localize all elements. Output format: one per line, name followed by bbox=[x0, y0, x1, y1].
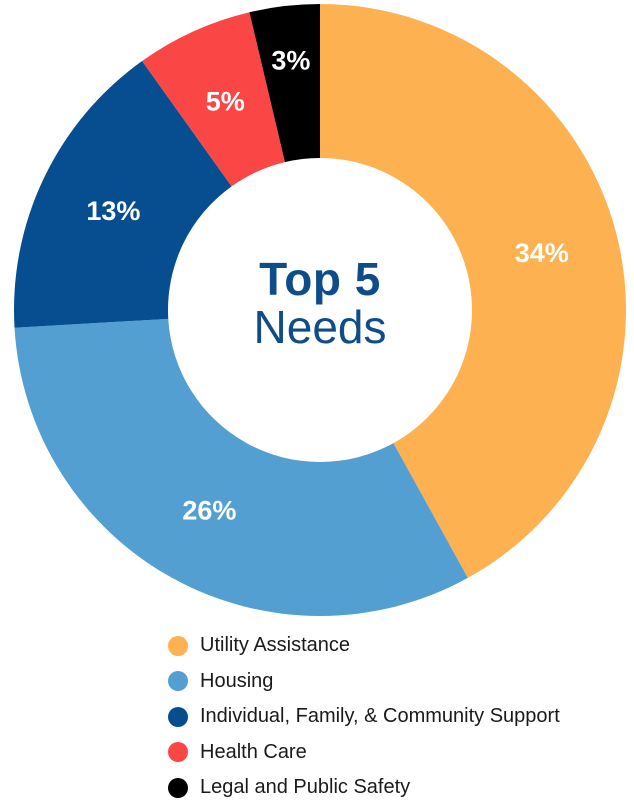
slice-housing bbox=[14, 318, 468, 616]
slice-individual-family-community-support bbox=[13, 61, 232, 328]
slice-labels-group: 34% 26% 13% 5% 3% bbox=[86, 46, 568, 526]
slice-health-care bbox=[142, 12, 285, 187]
slice-legal-public-safety bbox=[249, 4, 320, 163]
legend-label: Utility Assistance bbox=[200, 634, 351, 657]
slice-label-utility-assistance: 34% bbox=[515, 238, 569, 268]
legend-dot-icon bbox=[168, 742, 188, 763]
legend-dot-icon bbox=[168, 671, 188, 692]
slices-group bbox=[13, 4, 627, 616]
donut-chart-svg: 34% 26% 13% 5% 3% bbox=[13, 4, 627, 616]
legend: Utility Assistance Housing Individual, Fam… bbox=[168, 628, 560, 806]
legend-dot-icon bbox=[168, 706, 188, 727]
slice-label-health-care: 5% bbox=[206, 87, 245, 117]
slice-utility-assistance bbox=[320, 4, 627, 578]
legend-dot-icon bbox=[168, 777, 188, 798]
slice-label-individual-family-community-support: 13% bbox=[86, 196, 140, 226]
legend-item-individual-family-community-support: Individual, Family, & Community Support bbox=[168, 699, 560, 735]
donut-chart: 34% 26% 13% 5% 3% Top 5 Needs bbox=[13, 4, 627, 616]
legend-label: Housing bbox=[200, 669, 274, 692]
legend-item-utility-assistance: Utility Assistance bbox=[168, 628, 560, 664]
center-title-line1: Top 5 bbox=[259, 253, 381, 305]
legend-label: Individual, Family, & Community Support bbox=[200, 705, 560, 728]
legend-item-health-care: Health Care bbox=[168, 735, 560, 771]
center-title: Top 5 Needs bbox=[170, 255, 470, 352]
legend-item-legal-public-safety: Legal and Public Safety bbox=[168, 770, 560, 806]
legend-label: Health Care bbox=[200, 740, 307, 763]
legend-dot-icon bbox=[168, 635, 188, 656]
legend-item-housing: Housing bbox=[168, 664, 560, 700]
slice-label-legal-public-safety: 3% bbox=[271, 46, 310, 76]
legend-label: Legal and Public Safety bbox=[200, 776, 411, 799]
center-title-line2: Needs bbox=[253, 301, 387, 354]
slice-label-housing: 26% bbox=[182, 496, 236, 526]
